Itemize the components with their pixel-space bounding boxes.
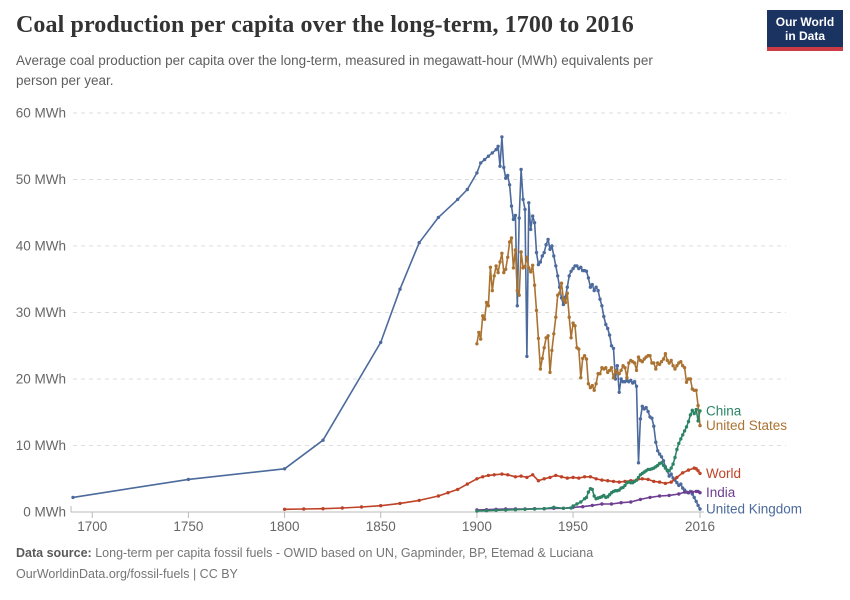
series-label-united-kingdom[interactable]: United Kingdom [706, 502, 802, 517]
owid-link[interactable]: OurWorldinData.org/fossil-fuels [16, 567, 190, 581]
gridlines [73, 112, 786, 446]
series-label-united-states[interactable]: United States [706, 418, 787, 433]
separator: | [192, 567, 197, 581]
series-line-united-states [476, 237, 701, 427]
y-tick-label: 50 MWh [16, 172, 66, 187]
x-tick-label: 1750 [173, 519, 203, 534]
y-tick-label: 0 MWh [23, 505, 66, 520]
chart-subtitle: Average coal production per capita over … [16, 53, 653, 88]
x-tick-label: 1800 [270, 519, 300, 534]
y-tick-label: 40 MWh [16, 239, 66, 254]
x-tick-label: 1900 [462, 519, 492, 534]
series-world: World [282, 466, 741, 511]
owid-logo[interactable]: Our World in Data [767, 10, 843, 51]
series-markers-united-kingdom [71, 135, 702, 511]
page-title: Coal production per capita over the long… [16, 12, 634, 38]
owid-logo-line2: in Data [784, 29, 825, 43]
y-tick-label: 20 MWh [16, 372, 66, 387]
y-tick-label: 60 MWh [16, 106, 66, 121]
datasource-label: Data source: [16, 546, 92, 560]
series-markers-china [475, 407, 702, 513]
datasource-line: Data source: Long-term per capita fossil… [16, 543, 836, 564]
series-label-world[interactable]: World [706, 466, 741, 481]
x-tick-label: 1850 [366, 519, 396, 534]
series-label-india[interactable]: India [706, 485, 736, 500]
owid-logo-stripe [767, 47, 843, 51]
series-markers-world [282, 466, 702, 511]
owid-logo-line1: Our World [775, 15, 835, 29]
x-axis: 1700 1750 1800 1850 1900 1950 2016 [70, 506, 715, 534]
series-united-kingdom: United Kingdom [71, 135, 802, 517]
series-markers-united-states [475, 236, 702, 428]
x-tick-label: 1700 [77, 519, 107, 534]
series-label-china[interactable]: China [706, 403, 742, 418]
line-chart-canvas[interactable]: 1700 1750 1800 1850 1900 1950 2016 0 MWh 10 MWh 2… [0, 95, 850, 540]
series-line-world [283, 467, 701, 511]
chart-footer: Data source: Long-term per capita fossil… [16, 543, 836, 585]
series-china: China [475, 403, 742, 513]
x-tick-label: 1950 [558, 519, 588, 534]
datasource-text: Long-term per capita fossil fuels - OWID… [95, 546, 594, 560]
license-text: CC BY [199, 567, 238, 581]
y-axis: 0 MWh 10 MWh 20 MWh 30 MWh 40 MWh 50 MWh 60 MW… [16, 106, 66, 520]
chart-area: 1700 1750 1800 1850 1900 1950 2016 0 MWh 10 MWh 2… [0, 95, 850, 540]
series-united-states: United States [475, 236, 787, 433]
license-line: OurWorldinData.org/fossil-fuels | CC BY [16, 564, 836, 585]
y-tick-label: 30 MWh [16, 305, 66, 320]
x-tick-label: 2016 [685, 519, 715, 534]
y-tick-label: 10 MWh [16, 438, 66, 453]
